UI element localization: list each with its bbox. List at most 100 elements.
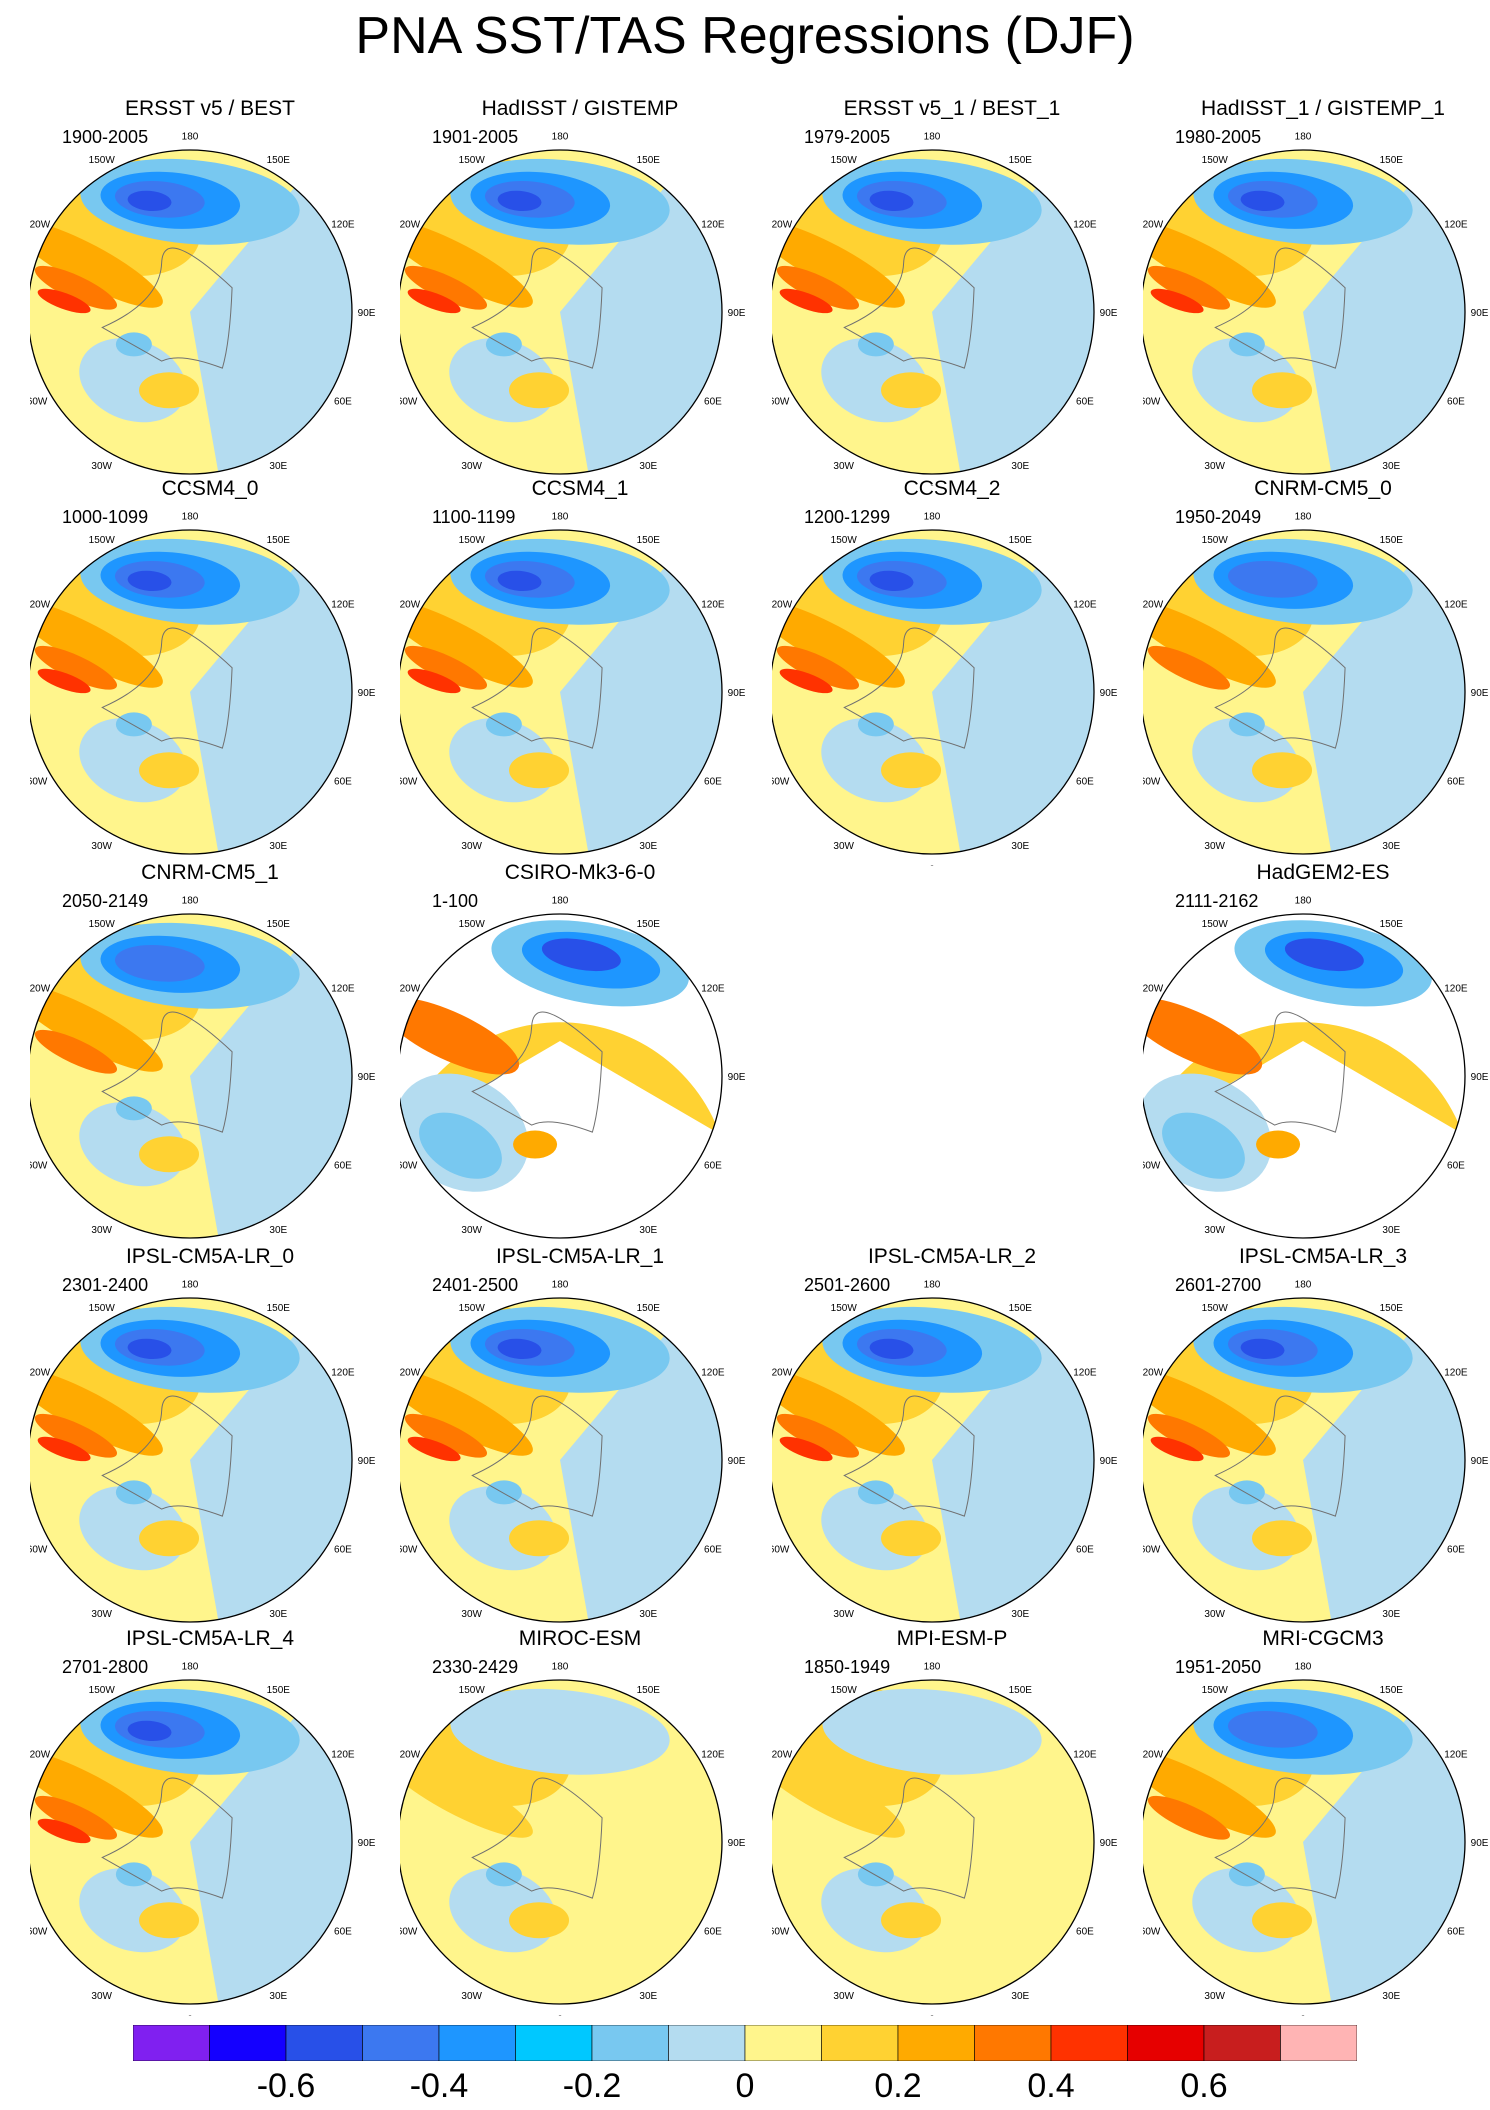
map-panel: 180150E120E90E60E30E030W60W90W120W150W MR… — [1143, 1626, 1490, 2096]
longitude-label: 90E — [1100, 688, 1118, 699]
colorbar-label: 0 — [735, 2067, 755, 2105]
longitude-label: 150W — [1202, 1303, 1229, 1314]
longitude-label: 150E — [267, 535, 291, 546]
polar-map: 180150E120E90E60E30E030W60W90W120W150W — [772, 1279, 1118, 1634]
longitude-label: 150E — [637, 1303, 661, 1314]
alaska-warm-band — [30, 1368, 163, 1456]
colorbar-label: -0.2 — [562, 2067, 622, 2105]
longitude-label: 60W — [1143, 1544, 1161, 1555]
polar-map: 180150E120E90E60E30E030W60W90W120W150W — [400, 131, 746, 486]
colorbar-label: -0.4 — [409, 2067, 469, 2105]
longitude-label: 0 — [1300, 485, 1306, 486]
map-panel: 180150E120E90E60E30E030W60W90W120W150WCC… — [772, 476, 1132, 946]
panel-title: HadISST_1 / GISTEMP_1 — [1201, 97, 1445, 120]
map-boundary — [30, 529, 353, 855]
panel-title: IPSL-CM5A-LR_2 — [867, 1245, 1037, 1268]
longitude-label: 30W — [461, 1991, 482, 2002]
europe-warm-patch — [881, 1520, 942, 1557]
longitude-label: 30W — [1204, 1991, 1225, 2002]
map-boundary — [1143, 529, 1466, 855]
europe-warm-patch — [881, 1902, 942, 1939]
colorbar-label: -0.6 — [256, 2067, 316, 2105]
longitude-label: 120W — [1143, 220, 1164, 231]
longitude-label: 120E — [701, 1750, 725, 1761]
longitude-label: 150E — [1380, 155, 1404, 166]
map-field — [400, 914, 722, 1238]
longitude-label: 60E — [704, 1926, 722, 1937]
longitude-label: 30W — [461, 1609, 482, 1620]
longitude-label: 150W — [459, 155, 486, 166]
colorbar-swatch — [897, 2025, 975, 2061]
longitude-label: 60W — [400, 1544, 418, 1555]
longitude-label: 150W — [89, 919, 116, 930]
coastline — [101, 627, 233, 749]
longitude-label: 150E — [1380, 1303, 1404, 1314]
map-boundary — [1143, 149, 1466, 475]
coastline — [843, 627, 975, 749]
alaska-warm-band — [400, 1750, 533, 1838]
panel-period: 1950-2049 — [1175, 507, 1262, 527]
longitude-label: 90E — [1471, 308, 1489, 319]
longitude-label: 90E — [358, 308, 376, 319]
colorbar-swatch — [438, 2025, 516, 2061]
map-boundary — [400, 1679, 723, 2005]
panel-title: IPSL-CM5A-LR_0 — [125, 1245, 295, 1268]
polar-map: 180150E120E90E60E30E030W60W90W120W150W — [30, 1279, 376, 1634]
panel-period: 1951-2050 — [1175, 1657, 1262, 1677]
alaska-warm-peak — [37, 288, 91, 314]
coastline — [843, 1395, 975, 1517]
pacific-cold-peak — [497, 190, 542, 212]
coastline — [1214, 1395, 1346, 1517]
longitude-label: 90E — [728, 308, 746, 319]
map-panel: 180150E120E90E60E30E030W60W90W120W150W IP… — [772, 1244, 1132, 1714]
longitude-label: 150W — [89, 535, 116, 546]
longitude-label: 120W — [30, 1750, 51, 1761]
panel-title: CCSM4_2 — [903, 477, 1001, 500]
polar-map: 180150E120E90E60E30E030W60W90W120W150W — [1143, 1661, 1489, 2016]
longitude-label: 30E — [269, 461, 287, 472]
longitude-label: 180 — [1295, 511, 1312, 522]
colorbar-swatch — [133, 2025, 210, 2061]
pacific-cold-peak — [497, 570, 542, 592]
panel-title: IPSL-CM5A-LR_1 — [495, 1245, 665, 1268]
panel-title: MRI-CGCM3 — [1262, 1627, 1384, 1650]
alaska-warm-band — [1143, 600, 1276, 688]
longitude-label: 30E — [1011, 1991, 1029, 2002]
longitude-label: 60W — [772, 776, 790, 787]
longitude-label: 180 — [924, 511, 941, 522]
map-panel: 180150E120E90E60E30E030W60W90W120W150WMP… — [772, 1626, 1132, 2096]
map-field — [400, 530, 722, 854]
colorbar-swatch — [591, 2025, 669, 2061]
longitude-label: 120W — [772, 1368, 793, 1379]
longitude-label: 120E — [701, 1368, 725, 1379]
longitude-label: 150E — [637, 155, 661, 166]
map-field — [1143, 530, 1465, 854]
polar-map: 180150E120E90E60E30E030W60W90W120W150W — [400, 511, 746, 866]
alaska-warm-band — [1143, 997, 1263, 1075]
panel-period: 2050-2149 — [62, 891, 149, 911]
longitude-label: 60W — [1143, 776, 1161, 787]
alaska-warm-peak — [407, 1436, 461, 1462]
europe-warm-patch — [1252, 752, 1313, 789]
longitude-label: 30E — [1382, 1991, 1400, 2002]
longitude-label: 30W — [833, 841, 854, 852]
longitude-label: 30W — [91, 841, 112, 852]
map-field — [1143, 914, 1465, 1238]
alaska-warm-peak — [37, 1436, 91, 1462]
longitude-label: 150E — [1009, 1303, 1033, 1314]
pacific-cold-peak — [127, 570, 172, 592]
longitude-label: 60E — [1076, 776, 1094, 787]
longitude-label: 60E — [334, 1926, 352, 1937]
coastline — [1214, 1011, 1346, 1133]
pacific-cold-peak — [541, 938, 621, 972]
coastline — [101, 1777, 233, 1899]
colorbar-label: 0.4 — [1027, 2067, 1075, 2105]
longitude-label: 120E — [331, 1750, 355, 1761]
longitude-label: 150W — [1202, 155, 1229, 166]
panel-period: 1979-2005 — [804, 127, 891, 147]
longitude-label: 150E — [637, 919, 661, 930]
panel-period: 2330-2429 — [432, 1657, 519, 1677]
longitude-label: 120W — [772, 220, 793, 231]
colorbar-swatch — [515, 2025, 593, 2061]
longitude-label: 120E — [701, 600, 725, 611]
